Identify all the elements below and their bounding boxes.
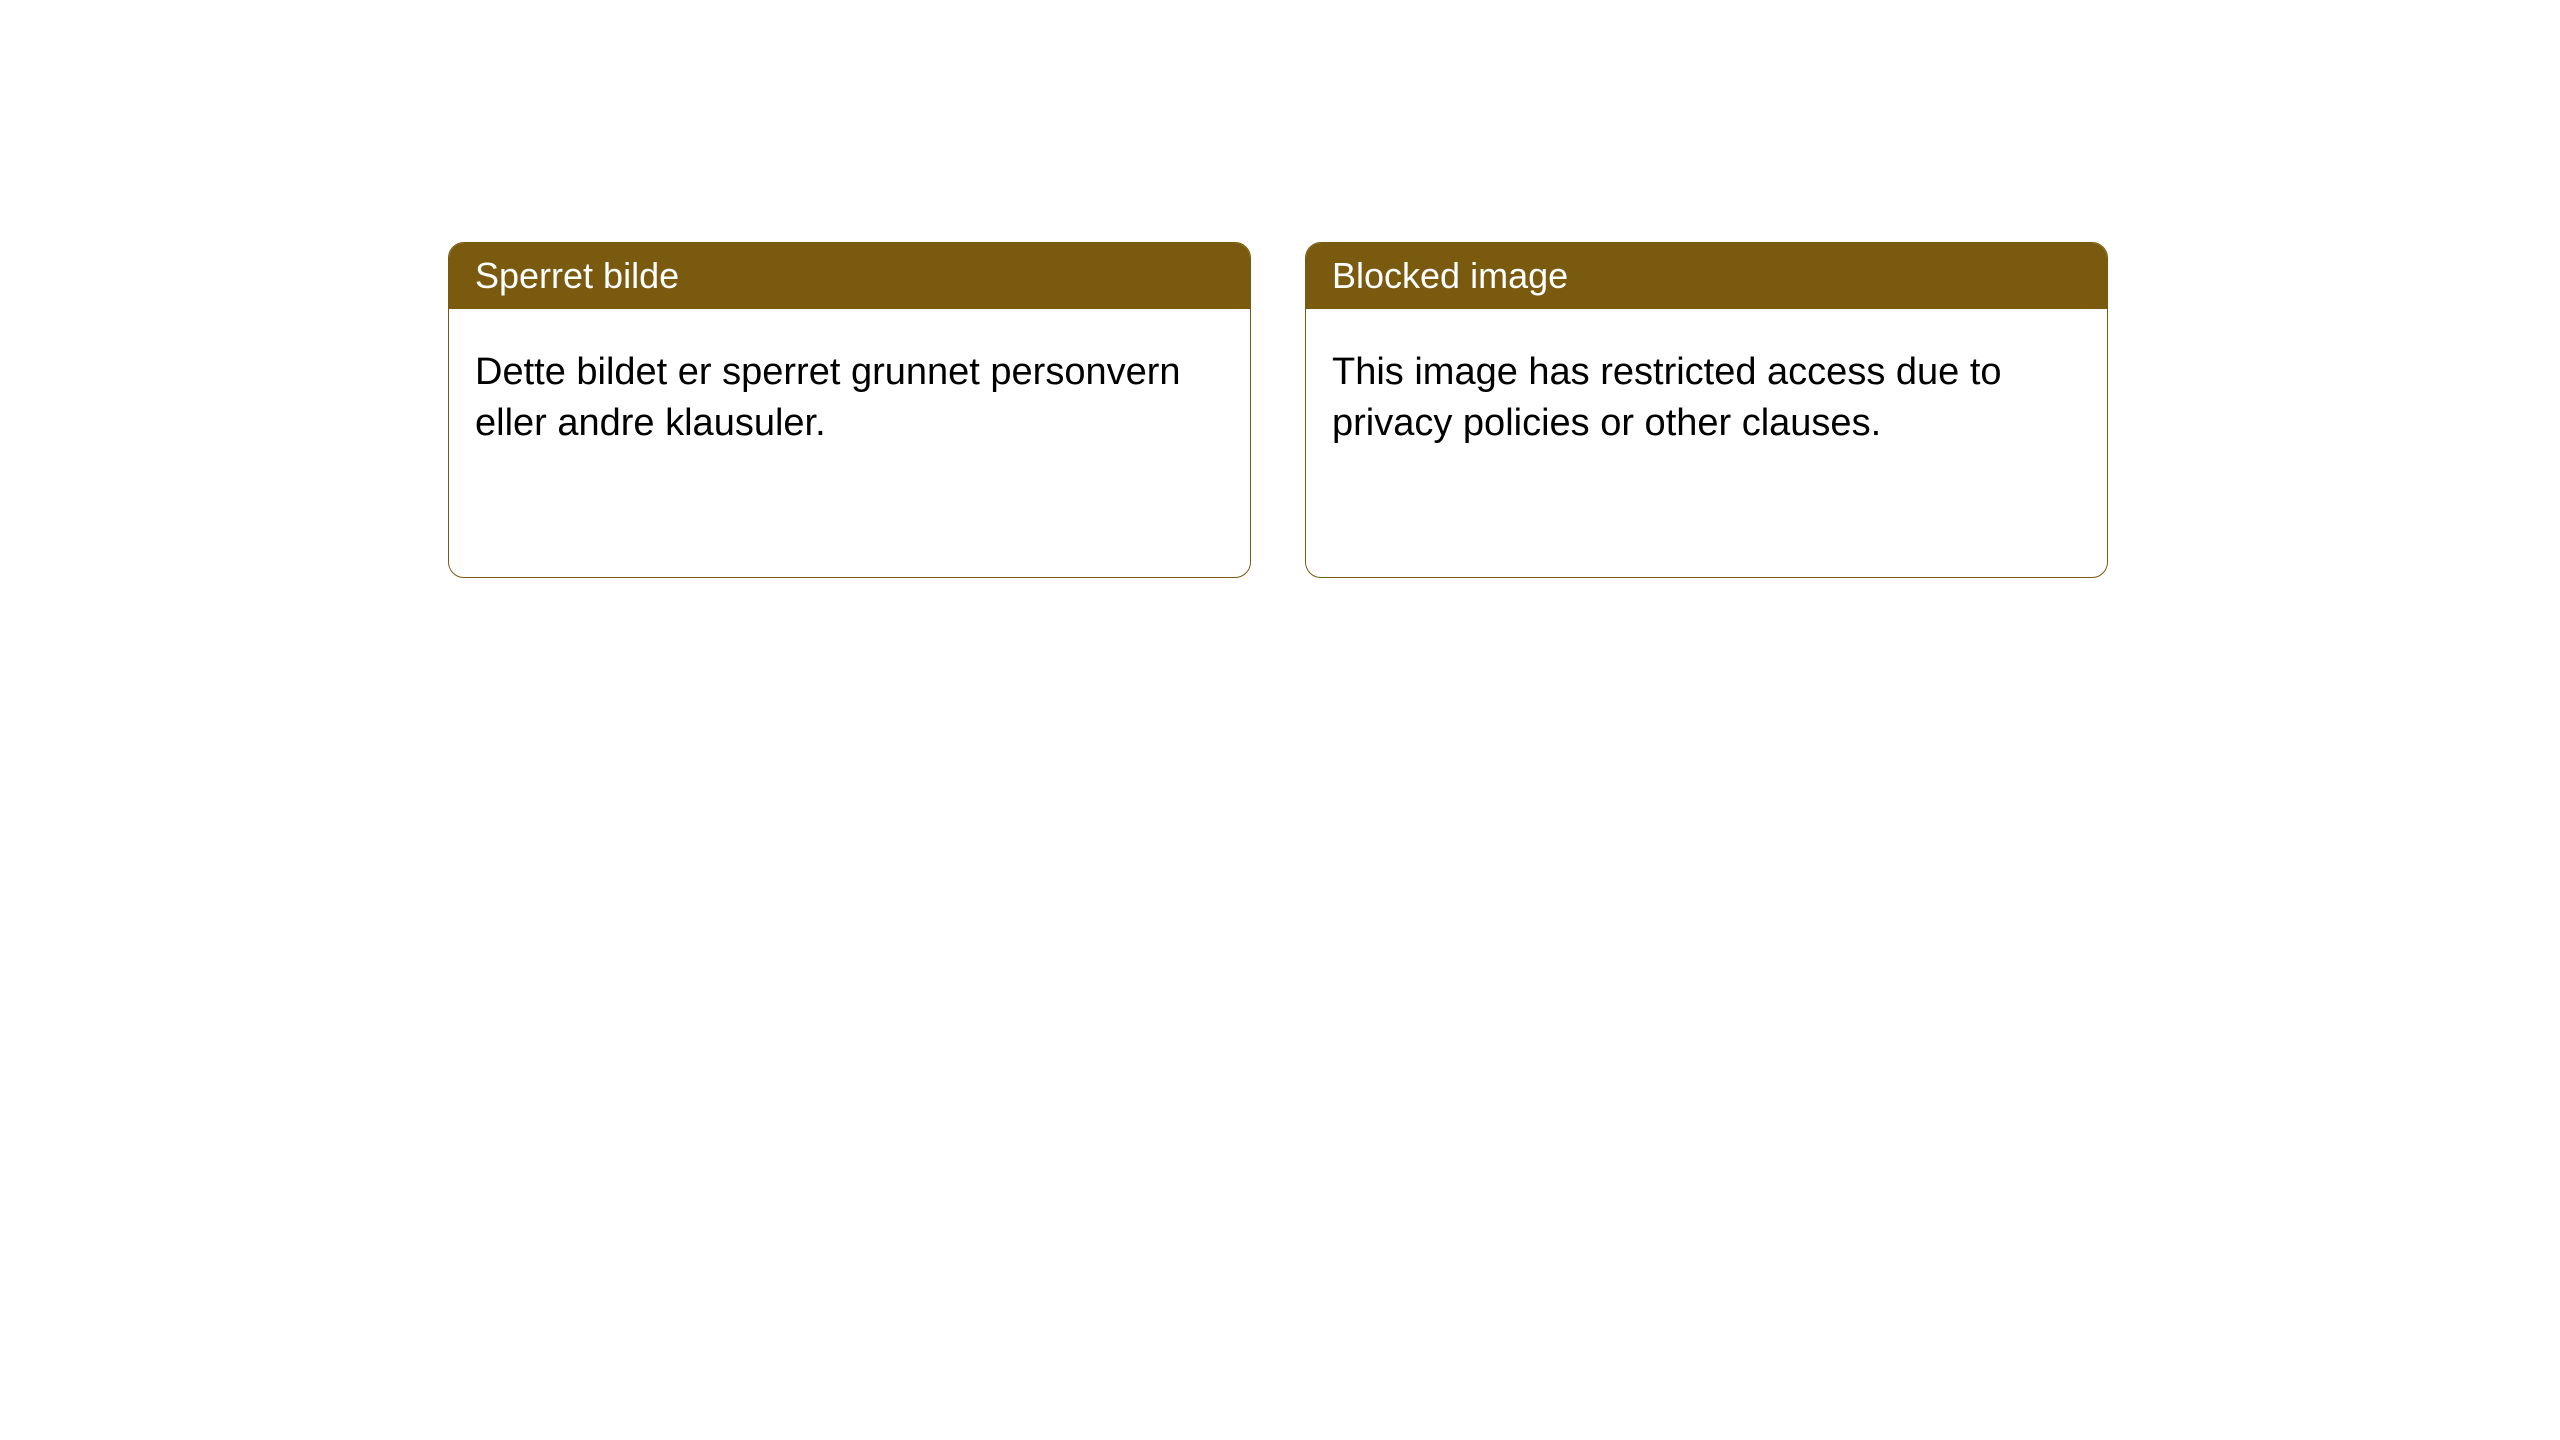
notice-body: Dette bildet er sperret grunnet personve… (449, 309, 1250, 488)
notice-container: Sperret bilde Dette bildet er sperret gr… (448, 242, 2108, 578)
notice-card-english: Blocked image This image has restricted … (1305, 242, 2108, 578)
notice-card-norwegian: Sperret bilde Dette bildet er sperret gr… (448, 242, 1251, 578)
notice-body: This image has restricted access due to … (1306, 309, 2107, 488)
notice-title: Sperret bilde (449, 243, 1250, 309)
notice-title: Blocked image (1306, 243, 2107, 309)
